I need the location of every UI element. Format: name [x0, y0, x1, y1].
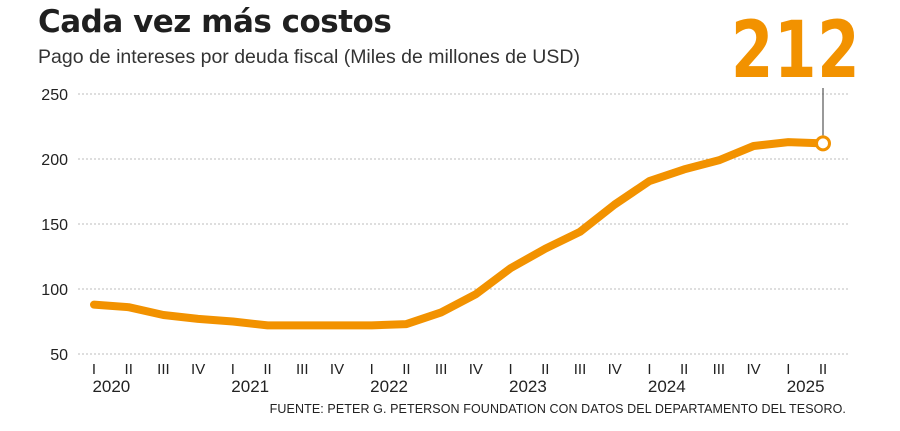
- x-tick-label: IV: [746, 361, 760, 378]
- x-tick-label: II: [680, 361, 688, 378]
- x-tick-label: III: [713, 361, 726, 378]
- latest-value-callout: 212: [731, 6, 861, 96]
- chart-subtitle: Pago de intereses por deuda fiscal (Mile…: [38, 46, 580, 68]
- series: [90, 135, 831, 330]
- last-point-marker: [815, 135, 831, 152]
- x-tick-label: III: [574, 361, 587, 378]
- x-tick-label: II: [263, 361, 271, 378]
- x-year-label: 2025: [787, 377, 825, 396]
- x-tick-label: I: [231, 361, 235, 378]
- x-tick-label: III: [435, 361, 448, 378]
- x-tick-label: I: [647, 361, 651, 378]
- y-axis: 50 100 150 200 250: [41, 87, 68, 364]
- y-tick-label: 200: [41, 152, 68, 169]
- x-tick-label: II: [819, 361, 827, 378]
- x-tick-label: II: [402, 361, 410, 378]
- x-year-label: 2021: [231, 377, 269, 396]
- y-tick-label: 150: [41, 217, 68, 234]
- x-year-label: 2020: [92, 377, 130, 396]
- x-tick-label: IV: [608, 361, 622, 378]
- y-tick-label: 50: [50, 347, 68, 364]
- y-tick-label: 100: [41, 282, 68, 299]
- x-tick-label: IV: [191, 361, 205, 378]
- x-tick-label: IV: [330, 361, 344, 378]
- x-tick-label: I: [92, 361, 96, 378]
- x-tick-label: III: [157, 361, 170, 378]
- x-tick-label: II: [125, 361, 133, 378]
- x-year-label: 2022: [370, 377, 408, 396]
- series-line: [90, 138, 827, 330]
- x-axis: I II III IV I II III IV I II III IV I II III IV I II III IV…: [92, 361, 827, 396]
- x-year-label: 2024: [648, 377, 686, 396]
- source-note: FUENTE: PETER G. PETERSON FOUNDATION CON…: [269, 402, 846, 416]
- y-tick-label: 250: [41, 87, 68, 104]
- chart-title: Cada vez más costos: [38, 4, 392, 40]
- x-tick-label: I: [370, 361, 374, 378]
- x-tick-label: II: [541, 361, 549, 378]
- x-tick-label: IV: [469, 361, 483, 378]
- x-tick-label: III: [296, 361, 309, 378]
- x-year-label: 2023: [509, 377, 547, 396]
- x-tick-label: I: [508, 361, 512, 378]
- x-tick-label: I: [786, 361, 790, 378]
